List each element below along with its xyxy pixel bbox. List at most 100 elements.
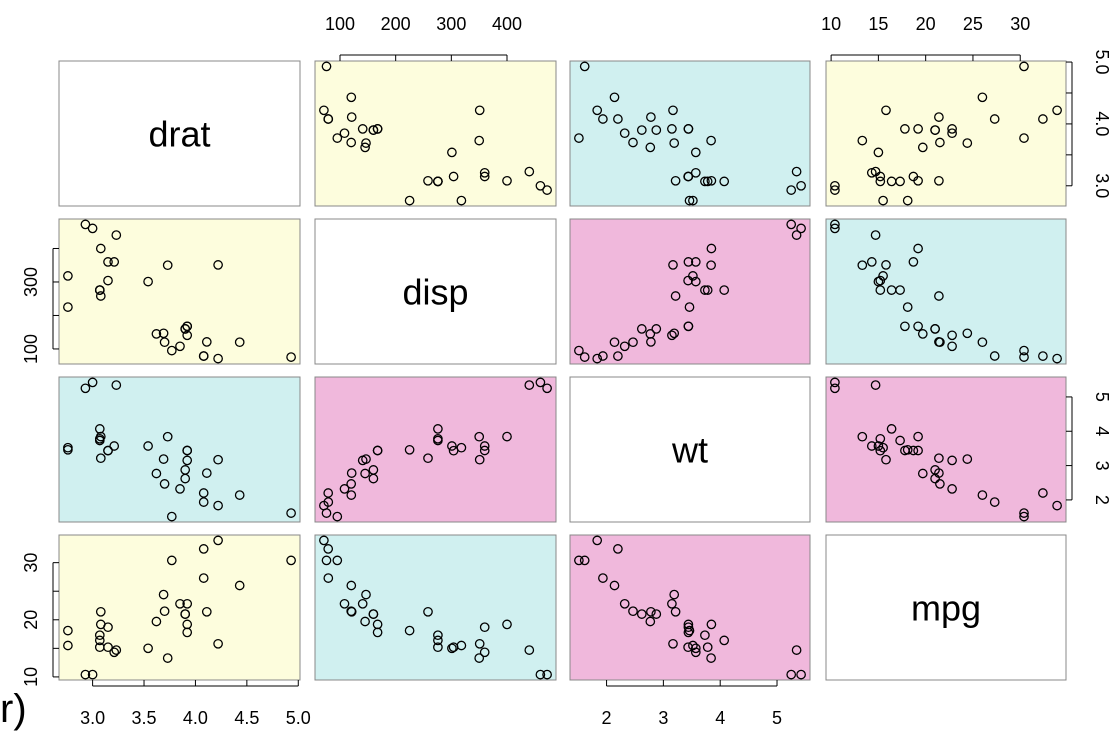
point-drat-wt-19	[592, 105, 603, 116]
point-wt-drat-16	[111, 380, 122, 390]
point-drat-disp-13	[433, 176, 443, 187]
code-fragment-text: r)	[0, 687, 27, 731]
point-mpg-disp-2	[339, 598, 350, 609]
point-drat-disp-2	[339, 128, 350, 139]
point-disp-drat-31	[201, 337, 212, 347]
point-mpg-disp-6	[479, 647, 490, 658]
point-wt-disp-3	[423, 453, 433, 464]
point-mpg-wt-0	[636, 609, 647, 619]
point-mpg-drat-21	[63, 640, 73, 651]
tick-label-left-mpg: 20	[21, 610, 41, 630]
point-wt-mpg-6	[866, 441, 877, 451]
tick-label-top-mpg: 30	[1010, 14, 1030, 34]
point-mpg-disp-1	[368, 609, 379, 619]
point-mpg-disp-27	[332, 555, 343, 566]
point-disp-mpg-21	[878, 271, 888, 281]
point-drat-disp-8	[357, 124, 368, 134]
tick-label-left-disp: 100	[21, 334, 41, 364]
point-mpg-drat-6	[109, 647, 120, 658]
point-mpg-disp-8	[357, 598, 368, 609]
point-mpg-wt-10	[683, 627, 694, 638]
point-disp-drat-25	[198, 351, 209, 361]
point-disp-mpg-27	[1019, 345, 1029, 356]
point-drat-mpg-14	[830, 185, 840, 195]
point-wt-drat-1	[180, 465, 191, 475]
diagonal-label-disp: disp	[402, 272, 468, 313]
point-disp-mpg-19	[1052, 353, 1062, 364]
point-disp-wt-11	[719, 285, 730, 295]
point-wt-drat-23	[162, 431, 173, 442]
point-mpg-drat-10	[182, 627, 193, 638]
point-wt-disp-15	[535, 377, 546, 388]
point-disp-mpg-16	[870, 230, 881, 240]
point-mpg-drat-31	[201, 606, 212, 617]
tick-label-bottom-wt: 4	[715, 708, 725, 728]
point-mpg-drat-8	[182, 598, 193, 609]
panel-wt-disp	[314, 376, 557, 523]
point-drat-disp-21	[456, 195, 467, 206]
point-disp-mpg-1	[930, 324, 940, 334]
point-wt-mpg-23	[857, 431, 868, 442]
panel-wt-mpg	[825, 376, 1067, 523]
point-drat-wt-29	[645, 142, 656, 153]
point-wt-mpg-27	[1019, 511, 1029, 522]
point-disp-drat-20	[159, 337, 170, 348]
point-wt-mpg-14	[830, 383, 840, 394]
point-disp-wt-7	[669, 328, 680, 339]
point-drat-mpg-17	[1038, 114, 1048, 124]
point-disp-drat-10	[182, 321, 193, 332]
point-wt-mpg-10	[900, 445, 910, 456]
point-drat-wt-12	[700, 176, 710, 187]
point-wt-drat-14	[80, 383, 91, 394]
point-drat-mpg-24	[913, 175, 923, 186]
point-disp-wt-1	[651, 324, 662, 334]
point-mpg-wt-14	[786, 669, 797, 680]
panel-drat-drat	[58, 60, 301, 207]
point-wt-disp-24	[502, 431, 512, 442]
point-disp-wt-6	[690, 257, 701, 267]
point-disp-drat-26	[234, 337, 245, 348]
point-mpg-wt-15	[796, 669, 806, 680]
point-mpg-wt-12	[700, 630, 710, 641]
point-drat-disp-19	[319, 105, 329, 116]
point-wt-mpg-31	[934, 468, 944, 478]
point-disp-drat-13	[94, 285, 105, 295]
point-disp-drat-24	[95, 243, 106, 254]
point-mpg-disp-25	[323, 573, 334, 583]
point-drat-wt-22	[683, 171, 693, 182]
point-drat-mpg-19	[1052, 105, 1062, 116]
point-disp-mpg-14	[830, 219, 840, 230]
point-wt-drat-15	[87, 377, 98, 388]
point-mpg-drat-11	[94, 635, 105, 646]
point-wt-drat-18	[286, 508, 296, 518]
point-mpg-wt-19	[592, 535, 603, 546]
point-drat-mpg-7	[962, 138, 973, 148]
point-disp-drat-22	[103, 275, 113, 286]
point-mpg-wt-31	[646, 606, 656, 617]
tick-label-top-disp: 300	[436, 14, 466, 34]
point-drat-disp-5	[404, 195, 415, 206]
point-drat-wt-1	[651, 125, 662, 135]
point-wt-mpg-19	[1052, 500, 1062, 511]
point-wt-mpg-24	[913, 431, 923, 442]
point-mpg-disp-4	[479, 622, 490, 633]
point-disp-drat-5	[63, 302, 73, 312]
point-drat-wt-0	[636, 125, 647, 135]
point-drat-wt-20	[628, 137, 638, 148]
tick-label-top-mpg: 10	[821, 14, 841, 34]
point-wt-disp-31	[346, 468, 357, 478]
tick-label-top-disp: 400	[492, 14, 522, 34]
point-disp-mpg-17	[1038, 351, 1048, 361]
point-disp-drat-21	[63, 271, 73, 281]
panel-disp-disp	[314, 218, 557, 365]
point-wt-mpg-20	[935, 479, 945, 489]
point-mpg-wt-25	[598, 573, 608, 583]
point-disp-wt-25	[598, 351, 608, 361]
point-wt-disp-13	[433, 433, 443, 444]
diagonal-label-wt: wt	[671, 430, 708, 471]
point-disp-drat-23	[162, 260, 173, 271]
point-wt-disp-11	[433, 424, 443, 434]
point-drat-disp-3	[423, 175, 433, 186]
point-mpg-disp-19	[319, 535, 329, 546]
